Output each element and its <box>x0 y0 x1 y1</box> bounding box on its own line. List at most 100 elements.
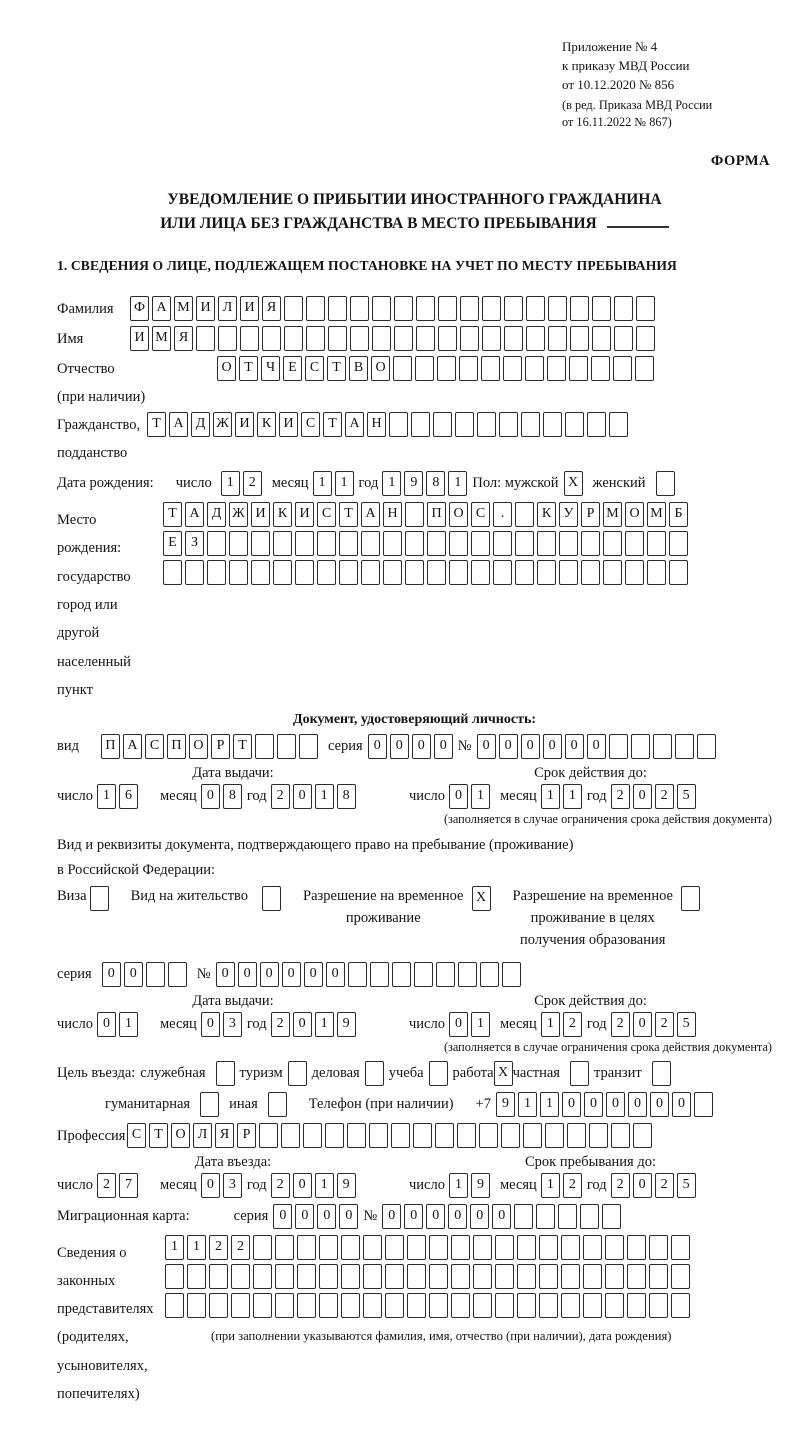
char-box[interactable] <box>275 1292 294 1318</box>
char-box[interactable]: 0 <box>101 961 121 987</box>
char-box[interactable]: 0 <box>200 784 220 810</box>
char-box[interactable] <box>499 412 518 438</box>
char-box[interactable]: А <box>361 502 380 528</box>
char-box[interactable] <box>627 1234 646 1260</box>
char-box[interactable]: 2 <box>270 1172 290 1198</box>
char-box[interactable]: 1 <box>470 784 490 810</box>
char-box[interactable] <box>455 412 474 438</box>
char-box[interactable]: 0 <box>426 1203 446 1229</box>
char-box[interactable]: Ф <box>130 295 149 321</box>
char-box[interactable] <box>363 1292 382 1318</box>
char-box[interactable]: К <box>537 502 556 528</box>
char-box[interactable]: 0 <box>303 961 323 987</box>
char-box[interactable]: Т <box>239 355 258 381</box>
char-box[interactable] <box>543 412 562 438</box>
char-box[interactable] <box>438 295 457 321</box>
char-box[interactable]: Ж <box>229 502 248 528</box>
char-box[interactable]: 2 <box>562 1011 582 1037</box>
char-box[interactable] <box>515 502 534 528</box>
char-box[interactable]: П <box>427 502 446 528</box>
char-box[interactable] <box>295 531 314 557</box>
char-box[interactable] <box>163 560 182 586</box>
sex-female-checkbox[interactable] <box>655 471 675 497</box>
char-box[interactable]: Т <box>163 502 182 528</box>
char-box[interactable]: 0 <box>605 1091 625 1117</box>
char-box[interactable] <box>275 1234 294 1260</box>
char-box[interactable]: 0 <box>411 734 431 760</box>
char-box[interactable]: 1 <box>470 1011 490 1037</box>
char-box[interactable] <box>275 1263 294 1289</box>
char-box[interactable]: 2 <box>231 1234 250 1260</box>
char-box[interactable] <box>435 1122 454 1148</box>
char-box[interactable] <box>284 295 303 321</box>
char-box[interactable]: 0 <box>259 961 279 987</box>
char-box[interactable] <box>253 1292 272 1318</box>
char-box[interactable]: 0 <box>448 1011 468 1037</box>
char-box[interactable]: 1 <box>314 1172 334 1198</box>
char-box[interactable]: Д <box>207 502 226 528</box>
char-box[interactable]: С <box>127 1122 146 1148</box>
char-box[interactable] <box>647 531 666 557</box>
char-box[interactable]: 0 <box>649 1091 669 1117</box>
char-box[interactable] <box>504 325 523 351</box>
char-box[interactable] <box>501 961 521 987</box>
char-box[interactable]: 0 <box>448 1203 468 1229</box>
char-box[interactable] <box>539 1292 558 1318</box>
char-box[interactable] <box>438 325 457 351</box>
char-box[interactable] <box>565 412 584 438</box>
char-box[interactable] <box>636 325 655 351</box>
char-box[interactable] <box>347 961 367 987</box>
char-box[interactable] <box>405 560 424 586</box>
char-box[interactable]: Н <box>367 412 386 438</box>
char-box[interactable] <box>187 1263 206 1289</box>
char-box[interactable]: 0 <box>200 1172 220 1198</box>
char-box[interactable] <box>696 734 716 760</box>
char-box[interactable] <box>276 734 296 760</box>
char-box[interactable] <box>583 1263 602 1289</box>
char-box[interactable] <box>341 1292 360 1318</box>
char-box[interactable] <box>273 560 292 586</box>
char-box[interactable]: 1 <box>540 1172 560 1198</box>
char-box[interactable]: 8 <box>336 784 356 810</box>
char-box[interactable] <box>493 531 512 557</box>
char-box[interactable]: У <box>559 502 578 528</box>
char-box[interactable]: 2 <box>610 1011 630 1037</box>
char-box[interactable] <box>273 531 292 557</box>
char-box[interactable] <box>319 1234 338 1260</box>
char-box[interactable] <box>407 1263 426 1289</box>
char-box[interactable] <box>559 560 578 586</box>
char-box[interactable]: 9 <box>404 471 424 497</box>
char-box[interactable]: 0 <box>433 734 453 760</box>
char-box[interactable] <box>297 1292 316 1318</box>
char-box[interactable] <box>317 560 336 586</box>
char-box[interactable] <box>361 531 380 557</box>
char-box[interactable]: М <box>152 325 171 351</box>
char-box[interactable] <box>187 1292 206 1318</box>
char-box[interactable] <box>460 295 479 321</box>
char-box[interactable] <box>363 1234 382 1260</box>
char-box[interactable] <box>521 412 540 438</box>
char-box[interactable] <box>325 1122 344 1148</box>
char-box[interactable]: Н <box>383 502 402 528</box>
char-box[interactable] <box>306 295 325 321</box>
char-box[interactable] <box>525 355 544 381</box>
char-box[interactable] <box>341 1263 360 1289</box>
char-box[interactable] <box>451 1292 470 1318</box>
char-box[interactable] <box>385 1234 404 1260</box>
char-box[interactable] <box>669 560 688 586</box>
char-box[interactable] <box>602 1203 622 1229</box>
char-box[interactable] <box>581 560 600 586</box>
char-box[interactable] <box>427 560 446 586</box>
char-box[interactable] <box>561 1292 580 1318</box>
char-box[interactable] <box>259 1122 278 1148</box>
char-box[interactable]: Т <box>232 734 252 760</box>
char-box[interactable] <box>389 412 408 438</box>
char-box[interactable] <box>583 1292 602 1318</box>
char-box[interactable] <box>369 961 389 987</box>
char-box[interactable]: Ж <box>213 412 232 438</box>
char-box[interactable]: Я <box>215 1122 234 1148</box>
char-box[interactable]: 8 <box>222 784 242 810</box>
char-box[interactable] <box>625 531 644 557</box>
char-box[interactable] <box>515 531 534 557</box>
char-box[interactable] <box>416 295 435 321</box>
